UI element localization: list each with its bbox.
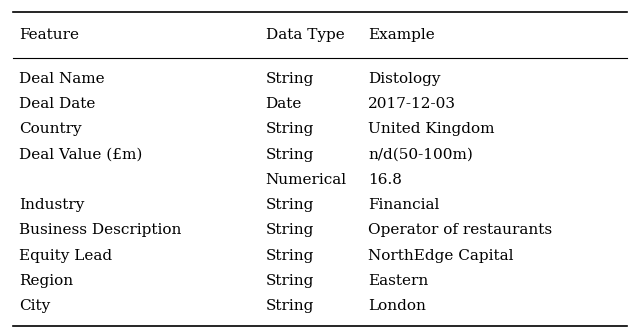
Text: City: City — [19, 299, 51, 313]
Text: String: String — [266, 249, 314, 263]
Text: Deal Date: Deal Date — [19, 97, 95, 111]
Text: Data Type: Data Type — [266, 28, 344, 42]
Text: London: London — [368, 299, 426, 313]
Text: Region: Region — [19, 274, 74, 288]
Text: NorthEdge Capital: NorthEdge Capital — [368, 249, 513, 263]
Text: 16.8: 16.8 — [368, 173, 402, 187]
Text: n/d(50-100m): n/d(50-100m) — [368, 148, 473, 162]
Text: String: String — [266, 274, 314, 288]
Text: United Kingdom: United Kingdom — [368, 123, 495, 136]
Text: Date: Date — [266, 97, 302, 111]
Text: String: String — [266, 299, 314, 313]
Text: Financial: Financial — [368, 198, 440, 212]
Text: Eastern: Eastern — [368, 274, 428, 288]
Text: Country: Country — [19, 123, 82, 136]
Text: Deal Name: Deal Name — [19, 72, 105, 86]
Text: String: String — [266, 72, 314, 86]
Text: String: String — [266, 223, 314, 237]
Text: String: String — [266, 148, 314, 162]
Text: Deal Value (£m): Deal Value (£m) — [19, 148, 143, 162]
Text: Numerical: Numerical — [266, 173, 347, 187]
Text: Operator of restaurants: Operator of restaurants — [368, 223, 552, 237]
Text: 2017-12-03: 2017-12-03 — [368, 97, 456, 111]
Text: Feature: Feature — [19, 28, 79, 42]
Text: Example: Example — [368, 28, 435, 42]
Text: Business Description: Business Description — [19, 223, 182, 237]
Text: String: String — [266, 123, 314, 136]
Text: String: String — [266, 198, 314, 212]
Text: Equity Lead: Equity Lead — [19, 249, 113, 263]
Text: Industry: Industry — [19, 198, 84, 212]
Text: Distology: Distology — [368, 72, 440, 86]
